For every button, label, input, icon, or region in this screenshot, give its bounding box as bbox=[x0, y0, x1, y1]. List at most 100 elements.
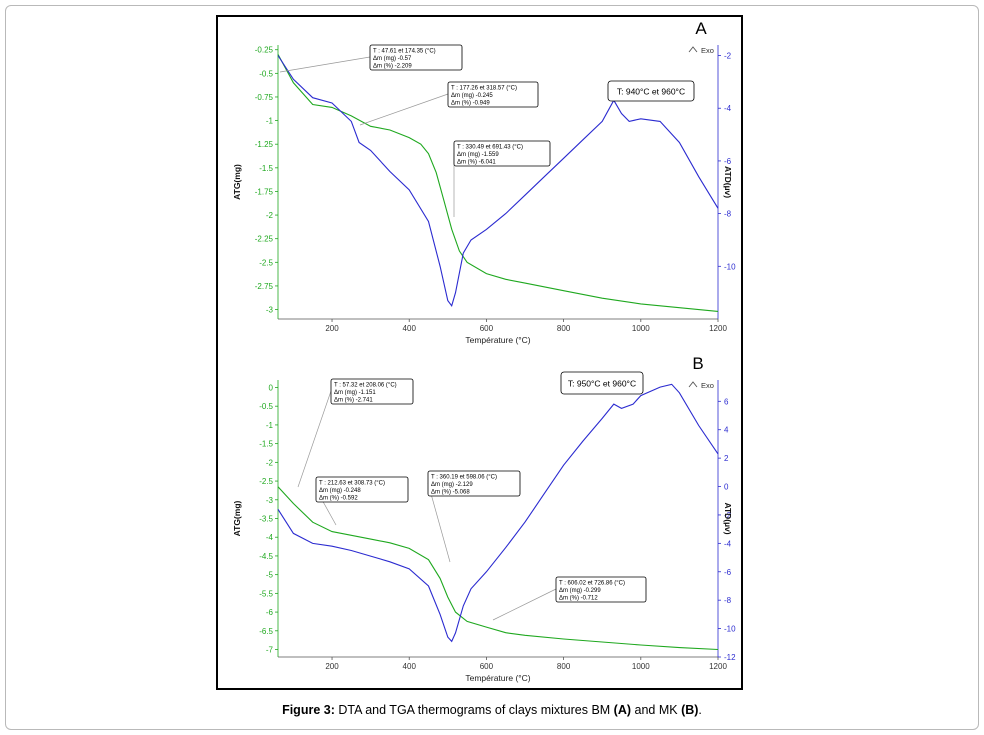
panel-b-left-tick-label: -6 bbox=[266, 608, 274, 617]
panel-b-right-tick-label: 0 bbox=[724, 483, 729, 492]
panel-a-annotation-3: T : 330.49 et 691.43 (°C)Δm (mg) -1.559 Δ… bbox=[453, 140, 551, 217]
panel-b-right-tick-label: -12 bbox=[724, 653, 736, 662]
panel-a-annotation-frame bbox=[453, 140, 551, 167]
caption-label-a: (A) bbox=[613, 703, 632, 717]
panel-b-x-tick-label: 600 bbox=[480, 662, 494, 671]
panel-a-temperature-box-frame bbox=[607, 80, 695, 102]
panel-b-right-tick-label: -6 bbox=[724, 568, 732, 577]
panel-a-x-tick-label: 200 bbox=[325, 324, 339, 333]
panel-b-annotation-frame bbox=[427, 470, 521, 497]
panel-b-temperature-box: T: 950°C et 960°C bbox=[560, 371, 644, 395]
panel-b-left-tick-label: -3.5 bbox=[259, 515, 273, 524]
panel-a-annotation-1: T : 47.61 et 174.35 (°C)Δm (mg) -0.57 Δm … bbox=[279, 44, 463, 73]
panel-a-left-tick-label: -2.75 bbox=[255, 282, 274, 291]
panel-b-left-tick-label: -5 bbox=[266, 571, 274, 580]
panel-b-x-tick-label: 200 bbox=[325, 662, 339, 671]
panel-a-left-tick-label: -0.5 bbox=[259, 69, 273, 78]
panel-a-annotation-line: T : 177.26 et 318.57 (°C) bbox=[451, 86, 517, 92]
panel-a-annotation-line: Δm (mg) -0.57 bbox=[373, 56, 412, 62]
panel-b-annotation-1: T : 57.32 et 208.06 (°C)Δm (mg) -1.151 Δm… bbox=[297, 378, 414, 488]
panel-b-right-tick-label: -10 bbox=[724, 625, 736, 634]
panel-b-dta-curve bbox=[277, 383, 719, 643]
panel-a-right-tick-label: -4 bbox=[724, 104, 732, 113]
panel-b-left-tick-label: -5.5 bbox=[259, 589, 273, 598]
panel-b-right-tick-label: 6 bbox=[724, 397, 729, 406]
panel-a-right-tick-label: -6 bbox=[724, 157, 732, 166]
panel-a-annotation-leader bbox=[359, 93, 449, 126]
figure-caption: Figure 3: DTA and TGA thermograms of cla… bbox=[0, 703, 984, 717]
caption-label-b: (B) bbox=[681, 703, 699, 717]
panel-b-x-tick-label: 1200 bbox=[709, 662, 727, 671]
panel-a-x-tick-label: 400 bbox=[403, 324, 417, 333]
panel-b-annotation-leader bbox=[492, 588, 557, 621]
figure-frame: 200 400 600 800 1000 1200 -0.25 -0.5 -0.75 -1 -1.2… bbox=[216, 15, 743, 690]
panel-b-right-tick-label: 4 bbox=[724, 426, 729, 435]
panel-b-annotation-line: Δm (%) -0.712 bbox=[559, 596, 598, 602]
panel-b-right-tick-label: 2 bbox=[724, 454, 729, 463]
panel-b-tga-curve bbox=[277, 486, 719, 651]
panel-a-temperature-label: T: 940°C et 960°C bbox=[617, 87, 685, 97]
panel-a-right-tick-label: -10 bbox=[724, 262, 736, 271]
panel-b-left-tick-label: -1.5 bbox=[259, 440, 273, 449]
panel-b-x-axis-label: Température (°C) bbox=[465, 673, 530, 683]
panel-b-right-axis-label: ATD(µv) bbox=[723, 502, 733, 534]
panel-a-x-tick-label: 1200 bbox=[709, 324, 727, 333]
panel-a-right-tick-label: -2 bbox=[724, 52, 732, 61]
panel-b-left-tick-label: -4 bbox=[266, 533, 274, 542]
caption-text-2: and MK bbox=[631, 703, 682, 717]
panel-b-temperature-box-frame bbox=[560, 371, 644, 395]
panel-b-annotation-line: Δm (%) -0.592 bbox=[319, 496, 358, 502]
panel-a-x-tick-label: 600 bbox=[480, 324, 494, 333]
panel-b-exo-arrow-icon bbox=[688, 381, 698, 388]
panel-a-annotation-line: Δm (mg) -1.559 bbox=[457, 152, 499, 158]
panel-a-left-tick-label: -2.25 bbox=[255, 235, 274, 244]
panel-b-label: B bbox=[692, 354, 703, 373]
panel-b-left-tick-label: -2 bbox=[266, 458, 274, 467]
panel-b-x-tick-label: 400 bbox=[403, 662, 417, 671]
panel-b-left-tick-label: -1 bbox=[266, 421, 274, 430]
panel-a-left-tick-label: -1 bbox=[266, 117, 274, 126]
panel-a: 200 400 600 800 1000 1200 -0.25 -0.5 -0.75 -1 -1.2… bbox=[232, 19, 736, 345]
panel-b-annotation-line: Δm (mg) -1.151 bbox=[334, 390, 376, 396]
panel-b-right-tick-label: -2 bbox=[724, 511, 732, 520]
panel-b-left-tick-label: -4.5 bbox=[259, 552, 273, 561]
panel-a-x-tick-label: 800 bbox=[557, 324, 571, 333]
panel-a-annotation-frame bbox=[369, 44, 463, 71]
panel-b-temperature-label: T: 950°C et 960°C bbox=[568, 379, 636, 389]
panel-a-annotation-line: Δm (mg) -0.245 bbox=[451, 93, 493, 99]
panel-b-left-tick-label: -2.5 bbox=[259, 477, 273, 486]
panel-a-annotation-2: T : 177.26 et 318.57 (°C)Δm (mg) -0.245 Δ… bbox=[359, 81, 539, 126]
panel-b-exo-label: Exo bbox=[701, 381, 714, 390]
panel-b-annotation-line: T : 360.19 et 598.06 (°C) bbox=[431, 475, 497, 481]
panel-b-annotation-4: T : 606.02 et 726.86 (°C)Δm (mg) -0.299 Δ… bbox=[492, 576, 647, 621]
panel-a-temperature-box: T: 940°C et 960°C bbox=[607, 80, 695, 102]
panel-b-left-tick-label: -3 bbox=[266, 496, 274, 505]
panel-b-annotation-line: Δm (%) -2.741 bbox=[334, 398, 373, 404]
panel-b-annotation-line: T : 212.63 et 308.73 (°C) bbox=[319, 481, 385, 487]
panel-b-annotation-3: T : 360.19 et 598.06 (°C)Δm (mg) -2.129 Δ… bbox=[427, 470, 521, 563]
panel-b-left-tick-label: -7 bbox=[266, 646, 274, 655]
panel-b-left-tick-label: 0 bbox=[269, 383, 274, 392]
panel-a-left-tick-label: -1.5 bbox=[259, 164, 273, 173]
panel-b-annotation-line: Δm (mg) -2.129 bbox=[431, 482, 473, 488]
panel-a-left-tick-label: -2.5 bbox=[259, 258, 273, 267]
panel-b-left-axis-label: ATG(mg) bbox=[232, 500, 242, 536]
panel-a-exo-arrow-icon bbox=[688, 46, 698, 53]
panel-a-annotation-line: Δm (%) -2.209 bbox=[373, 64, 412, 70]
panel-a-annotation-leader bbox=[279, 56, 371, 73]
panel-a-tga-curve bbox=[277, 54, 719, 312]
panel-a-exo-label: Exo bbox=[701, 46, 714, 55]
panel-a-annotation-line: Δm (%) -6.041 bbox=[457, 160, 496, 166]
caption-text-1: DTA and TGA thermograms of clays mixture… bbox=[334, 703, 614, 717]
panel-a-left-tick-label: -3 bbox=[266, 306, 274, 315]
panel-a-annotation-frame bbox=[447, 81, 539, 108]
panel-a-left-tick-label: -0.75 bbox=[255, 93, 274, 102]
panel-b-annotation-frame bbox=[315, 476, 409, 503]
panel-b-annotation-2: T : 212.63 et 308.73 (°C)Δm (mg) -0.248 Δ… bbox=[315, 476, 409, 526]
panel-b-left-tick-label: -0.5 bbox=[259, 402, 273, 411]
panel-b-right-tick-label: -8 bbox=[724, 596, 732, 605]
panel-a-left-tick-label: -1.25 bbox=[255, 140, 274, 149]
panel-a-left-tick-label: -2 bbox=[266, 211, 274, 220]
panel-b-x-tick-label: 1000 bbox=[632, 662, 650, 671]
panel-a-right-tick-label: -8 bbox=[724, 210, 732, 219]
